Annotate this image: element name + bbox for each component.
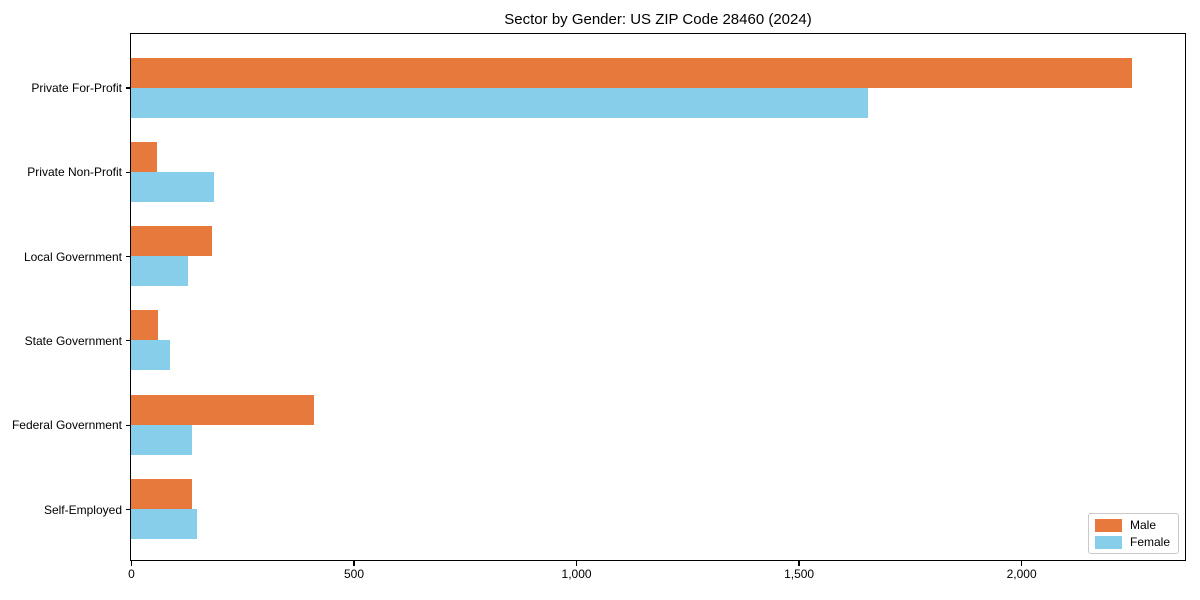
y-tick-mark: [126, 508, 130, 511]
y-tick-mark: [126, 256, 130, 258]
y-tick-label-state-government: State Government: [24, 333, 122, 348]
x-tick-mark: [798, 561, 800, 566]
x-tick-mark: [1021, 561, 1023, 566]
legend-label-male: Male: [1129, 518, 1156, 532]
bar-female-state-government: [131, 340, 171, 371]
plot-area: Male Female: [130, 33, 1186, 561]
x-tick-label-1-000: 1,000: [561, 567, 592, 581]
y-tick-mark: [126, 424, 130, 426]
y-tick-mark: [126, 87, 130, 89]
bar-male-state-government: [131, 310, 158, 341]
bar-male-private-for-profit: [131, 57, 1133, 88]
y-tick-mark: [126, 171, 130, 173]
bar-female-private-non-profit: [131, 171, 214, 202]
x-tick-mark: [575, 561, 578, 566]
legend: Male Female: [1087, 513, 1179, 554]
x-tick-label-2-000: 2,000: [1006, 567, 1037, 581]
y-tick-mark: [126, 340, 130, 342]
y-tick-label-self-employed: Self-Employed: [43, 502, 122, 517]
chart-title: Sector by Gender: US ZIP Code 28460 (202…: [504, 11, 812, 28]
x-tick-label-0: 0: [128, 567, 135, 581]
bar-male-private-non-profit: [131, 141, 157, 172]
bar-male-federal-government: [131, 394, 315, 425]
y-tick-label-local-government: Local Government: [23, 249, 122, 264]
bar-male-local-government: [131, 226, 212, 257]
bar-male-self-employed: [131, 479, 193, 509]
bar-female-local-government: [131, 256, 188, 287]
x-tick-mark: [353, 561, 355, 566]
bar-female-private-for-profit: [131, 87, 868, 118]
y-tick-label-private-for-profit: Private For-Profit: [31, 81, 122, 95]
x-tick-mark: [130, 561, 133, 566]
legend-swatch-male: [1094, 518, 1122, 532]
legend-swatch-female: [1094, 535, 1122, 549]
bar-female-federal-government: [131, 424, 193, 455]
x-tick-label-500: 500: [344, 567, 365, 581]
x-tick-label-1-500: 1,500: [784, 567, 815, 581]
y-tick-label-federal-government: Federal Government: [11, 418, 122, 433]
bar-female-self-employed: [131, 509, 197, 539]
y-tick-label-private-non-profit: Private Non-Profit: [27, 165, 122, 180]
legend-item-female: Female: [1094, 535, 1170, 549]
legend-label-female: Female: [1129, 535, 1170, 549]
legend-item-male: Male: [1094, 518, 1170, 532]
